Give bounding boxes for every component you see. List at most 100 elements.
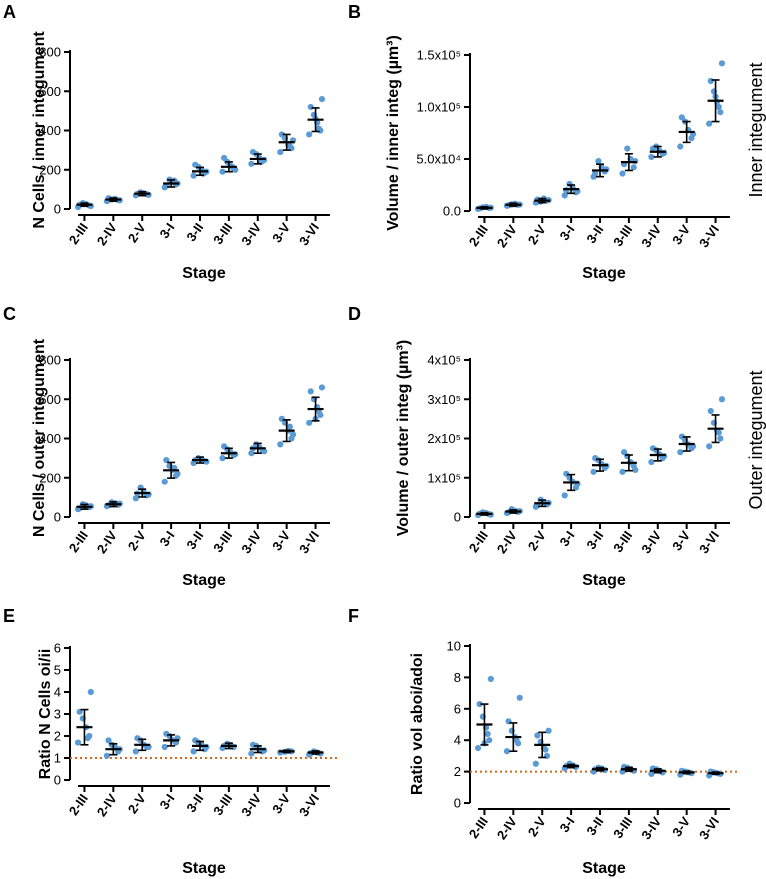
y-tick-label: 2 xyxy=(54,729,61,744)
data-point xyxy=(261,448,268,455)
x-tick-label: 3-II xyxy=(583,528,606,552)
x-tick-label: 3-VI xyxy=(696,222,722,250)
data-point xyxy=(717,435,724,442)
data-point xyxy=(306,131,313,138)
data-point xyxy=(134,735,141,742)
x-tick-label: 2-III xyxy=(466,528,491,555)
x-tick-label: 2-IV xyxy=(494,528,520,556)
x-tick-label: 3-III xyxy=(210,791,235,818)
data-point xyxy=(132,495,139,502)
x-tick-label: 3-V xyxy=(269,791,293,816)
data-point xyxy=(307,388,314,395)
data-point xyxy=(677,449,684,456)
y-axis-title: Volume / outer integ (µm³) xyxy=(395,340,412,536)
x-tick-label: 3-V xyxy=(269,528,293,553)
data-point xyxy=(619,468,626,475)
y-tick-label: 6 xyxy=(54,641,61,656)
data-point xyxy=(161,743,168,751)
x-axis-title: Stage xyxy=(582,860,626,877)
x-tick-label: 3-III xyxy=(610,528,635,555)
data-point xyxy=(513,737,520,744)
y-axis-title: Ratio vol aboi/adoi xyxy=(409,653,426,795)
data-point xyxy=(306,419,313,426)
x-tick-label: 3-IV xyxy=(238,791,264,819)
x-tick-label: 3-V xyxy=(669,222,693,247)
data-point xyxy=(315,125,322,132)
panel-letter: B xyxy=(348,2,361,22)
data-point xyxy=(161,478,168,485)
data-point xyxy=(278,415,285,422)
x-tick-label: 3-VI xyxy=(696,528,722,556)
data-point xyxy=(648,153,655,161)
data-point xyxy=(163,730,170,737)
data-point xyxy=(286,143,293,150)
data-point xyxy=(132,748,139,755)
x-tick-label: 3-I xyxy=(157,791,178,812)
x-tick-label: 2-IV xyxy=(494,814,520,842)
data-point xyxy=(248,750,255,757)
x-tick-label: 3-III xyxy=(210,528,235,555)
data-point xyxy=(715,429,722,436)
data-point xyxy=(516,694,523,701)
x-tick-label: 3-IV xyxy=(638,222,664,250)
x-tick-label: 3-II xyxy=(183,528,206,552)
x-tick-label: 2-III xyxy=(466,814,491,841)
x-tick-label: 2-III xyxy=(66,528,91,555)
x-tick-label: 3-V xyxy=(669,814,693,839)
data-point xyxy=(219,455,226,462)
data-point xyxy=(678,433,685,440)
data-point xyxy=(174,470,181,477)
y-tick-label: 3 xyxy=(54,707,61,722)
y-tick-label: 1x10⁵ xyxy=(427,470,461,485)
data-point xyxy=(715,103,722,111)
x-tick-label: 2-III xyxy=(66,791,91,818)
panel-letter: C xyxy=(3,304,16,324)
data-point xyxy=(277,441,284,448)
data-point xyxy=(632,466,639,473)
data-point xyxy=(561,492,568,499)
x-tick-label: 3-V xyxy=(269,220,293,245)
y-tick-label: 1 xyxy=(54,751,61,766)
y-tick-label: 5.0x10⁴ xyxy=(416,152,461,167)
data-point xyxy=(476,700,483,708)
data-point xyxy=(630,164,637,171)
y-tick-label: 800 xyxy=(39,353,61,368)
y-tick-label: 2x10⁵ xyxy=(427,431,461,446)
data-point xyxy=(190,748,197,755)
x-axis-title: Stage xyxy=(582,572,626,589)
panel-e: E 0 1 2 3 4 5 6 2-III 2-IV 2-V 3-I 3-II 3-III 3-IV 3-V 3… xyxy=(3,606,340,877)
x-tick-label: 2-IV xyxy=(94,220,120,248)
x-tick-label: 3-II xyxy=(183,220,206,244)
data-point xyxy=(718,60,726,67)
data-point xyxy=(718,396,726,403)
data-point xyxy=(474,744,482,752)
data-point xyxy=(707,77,714,85)
y-tick-label: 0 xyxy=(454,796,461,811)
x-tick-label: 3-III xyxy=(610,222,635,249)
x-tick-label: 3-IV xyxy=(238,220,264,248)
y-axis-title: Ratio N Cells oi/ii xyxy=(37,649,54,780)
x-tick-label: 3-VI xyxy=(296,220,322,248)
x-axis-title: Stage xyxy=(582,265,626,282)
data-point xyxy=(534,732,541,739)
x-tick-label: 3-I xyxy=(157,220,178,241)
x-tick-label: 2-IV xyxy=(494,222,520,250)
data-point xyxy=(648,458,655,466)
data-point xyxy=(192,737,199,744)
x-tick-label: 3-I xyxy=(157,528,178,549)
y-tick-label: 400 xyxy=(39,123,61,138)
y-axis-title: N Cells / inner integument xyxy=(31,31,48,229)
panel-letter: E xyxy=(3,606,15,626)
data-point xyxy=(677,143,684,150)
y-tick-label: 0 xyxy=(454,510,461,525)
data-point xyxy=(192,161,199,168)
x-tick-label: 3-VI xyxy=(296,528,322,556)
data-point xyxy=(592,170,599,177)
data-point xyxy=(249,741,257,748)
x-tick-label: 3-I xyxy=(557,222,578,243)
data-point xyxy=(307,103,314,111)
